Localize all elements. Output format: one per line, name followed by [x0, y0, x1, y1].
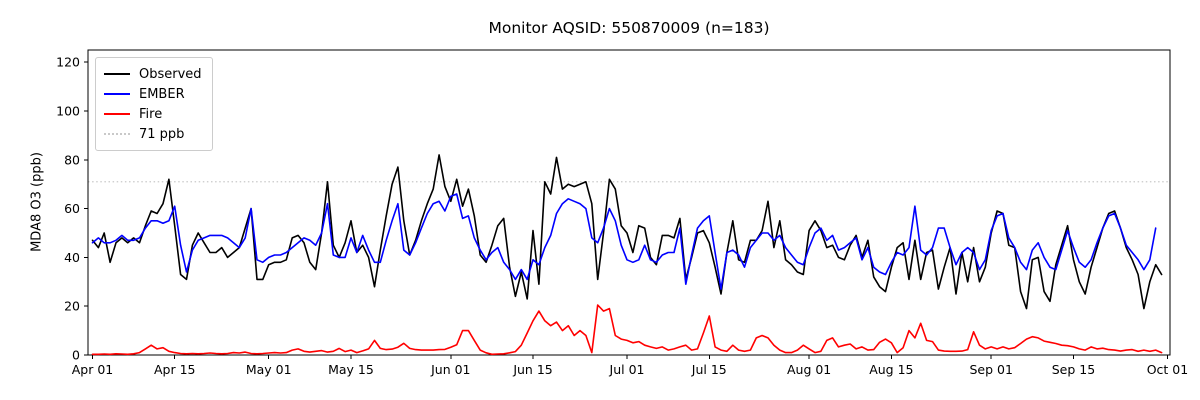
y-tick-label: 0: [72, 348, 80, 363]
series-line-observed: [91, 154, 1163, 310]
legend-dotted-line-swatch: [104, 133, 130, 135]
x-tick-label: Jul 01: [609, 362, 645, 377]
x-tick-label: Apr 15: [154, 362, 196, 377]
x-tick-label: Apr 01: [72, 362, 114, 377]
legend-line-swatch: [104, 93, 130, 95]
x-tick-label: May 01: [246, 362, 292, 377]
x-tick-label: Jun 15: [512, 362, 552, 377]
y-tick-label: 100: [56, 104, 80, 119]
legend-line-swatch: [104, 113, 130, 115]
x-tick-label: Aug 01: [787, 362, 831, 377]
x-tick-label: Sep 15: [1052, 362, 1095, 377]
y-tick-label: 120: [56, 55, 80, 70]
y-tick-label: 60: [64, 201, 80, 216]
chart-title: Monitor AQSID: 550870009 (n=183): [488, 19, 770, 37]
x-tick-label: Oct 01: [1147, 362, 1189, 377]
y-tick-label: 20: [64, 299, 80, 314]
axes-box: [87, 49, 1171, 356]
legend-label: Fire: [139, 106, 163, 122]
series-line-fire: [91, 304, 1163, 356]
series-line-ember: [91, 193, 1157, 290]
x-tick-label: Jun 01: [430, 362, 470, 377]
legend-label: 71 ppb: [139, 126, 185, 142]
y-tick-label: 80: [64, 152, 80, 167]
legend-line-swatch: [104, 73, 130, 75]
x-tick-label: Jul 15: [691, 362, 727, 377]
y-tick-label: 40: [64, 250, 80, 265]
legend-label: EMBER: [139, 86, 185, 102]
legend: Observed EMBER Fire 71 ppb: [95, 57, 213, 151]
legend-item: Fire: [104, 104, 202, 124]
legend-item: EMBER: [104, 84, 202, 104]
x-tick-label: Aug 15: [869, 362, 913, 377]
legend-label: Observed: [139, 66, 202, 82]
x-tick-label: May 15: [328, 362, 374, 377]
x-tick-label: Sep 01: [969, 362, 1012, 377]
legend-item: 71 ppb: [104, 124, 202, 144]
legend-item: Observed: [104, 64, 202, 84]
